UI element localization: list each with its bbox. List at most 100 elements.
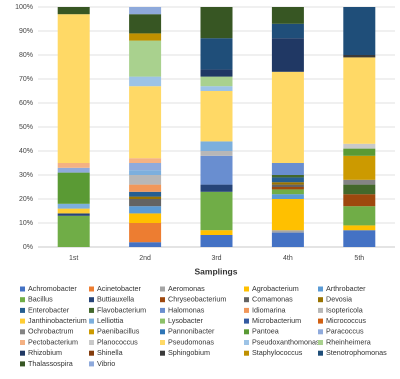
- legend-swatch: [244, 329, 249, 335]
- legend-swatch: [160, 340, 165, 345]
- legend-swatch: [20, 286, 25, 292]
- legend-label: Microbacterium: [252, 316, 301, 325]
- legend-label: Vibrio: [97, 359, 115, 368]
- bar-segment: [200, 38, 233, 70]
- legend-swatch: [89, 307, 94, 313]
- legend-label: Lelliottia: [97, 316, 123, 325]
- bar-segment: [271, 232, 304, 247]
- bar-segment: [57, 163, 90, 168]
- legend-swatch: [20, 297, 25, 303]
- legend-swatch: [318, 286, 323, 292]
- bar-segment: [200, 86, 233, 91]
- bar-segment: [57, 7, 90, 15]
- legend-label: Janthinobacterium: [28, 316, 87, 325]
- legend-swatch: [244, 350, 249, 356]
- y-tick-label: 100%: [15, 4, 33, 11]
- bar-segment: [200, 235, 233, 247]
- bar-segment: [343, 55, 376, 58]
- bar-segment: [271, 189, 304, 195]
- legend-label: Rhizobium: [28, 348, 62, 357]
- bar-segment: [57, 167, 90, 173]
- legend-label: Staphylococcus: [252, 348, 303, 357]
- legend-swatch: [318, 329, 323, 335]
- legend-swatch: [89, 297, 94, 303]
- bar-segment: [271, 187, 304, 190]
- legend-swatch: [89, 361, 94, 367]
- legend-swatch: [89, 286, 94, 292]
- legend-swatch: [89, 318, 94, 324]
- bar-segment: [271, 182, 304, 185]
- legend-label: Chryseobacterium: [168, 295, 226, 304]
- legend-label: Pectobacterium: [28, 337, 78, 346]
- bar-segment: [271, 184, 304, 187]
- bar-segment: [343, 225, 376, 231]
- bar-segment: [271, 23, 304, 39]
- x-tick-label: 1st: [69, 255, 78, 262]
- legend-label: Idiomarina: [252, 305, 286, 314]
- bar-segment: [129, 175, 162, 185]
- legend-label: Flavobacterium: [97, 305, 146, 314]
- legend-label: Devosia: [326, 295, 352, 304]
- bar-segment: [200, 7, 233, 39]
- bar-segment: [57, 203, 90, 209]
- legend-label: Ochrobactrum: [28, 327, 74, 336]
- bar-segment: [129, 196, 162, 199]
- legend-swatch: [20, 329, 25, 335]
- bar-segment: [343, 155, 376, 180]
- legend-label: Achromobacter: [28, 284, 77, 293]
- bar-segment: [129, 191, 162, 197]
- bar-segment: [200, 141, 233, 151]
- legend-label: Bacillus: [28, 295, 53, 304]
- legend-swatch: [318, 307, 323, 313]
- bar-segment: [129, 242, 162, 247]
- legend-label: Pseudomonas: [168, 337, 214, 346]
- y-tick-label: 80%: [19, 52, 33, 59]
- legend-swatch: [244, 307, 249, 313]
- legend-swatch: [244, 286, 249, 292]
- bar-segment: [343, 230, 376, 247]
- y-tick-label: 60%: [19, 100, 33, 107]
- legend-swatch: [160, 286, 165, 292]
- legend-swatch: [20, 350, 25, 356]
- legend-swatch: [244, 297, 249, 303]
- bar-segment: [129, 76, 162, 87]
- bar-segment: [271, 230, 304, 233]
- y-tick-label: 50%: [19, 124, 33, 131]
- legend-swatch: [20, 307, 25, 313]
- legend-label: Agrobacterium: [252, 284, 299, 293]
- x-tick-label: 3rd: [211, 255, 221, 262]
- bar-segment: [200, 184, 233, 192]
- legend-label: Thalassospira: [28, 359, 73, 368]
- bar-segment: [271, 177, 304, 183]
- y-tick-label: 90%: [19, 28, 33, 35]
- legend-swatch: [160, 318, 165, 324]
- legend-swatch: [89, 329, 94, 335]
- bar-segment: [343, 184, 376, 195]
- bar-segment: [129, 206, 162, 214]
- legend-swatch: [20, 318, 25, 324]
- legend-label: Stenotrophomonas: [326, 348, 387, 357]
- legend-swatch: [20, 361, 25, 367]
- bar-segment: [271, 175, 304, 178]
- bar-segment: [129, 223, 162, 243]
- legend-label: Buttiauxella: [97, 295, 134, 304]
- legend-label: Aeromonas: [168, 284, 205, 293]
- bar-segment: [200, 151, 233, 156]
- bar-segment: [57, 215, 90, 247]
- x-tick-label: 5th: [354, 255, 364, 262]
- bar-segment: [129, 14, 162, 34]
- bar-segment: [129, 7, 162, 15]
- legend-label: Lysobacter: [168, 316, 203, 325]
- bar-segment: [343, 148, 376, 156]
- legend-label: Arthrobacter: [326, 284, 366, 293]
- bar-segment: [343, 179, 376, 185]
- legend-label: Rheinheimera: [326, 337, 371, 346]
- y-tick-label: 20%: [19, 196, 33, 203]
- bar-segment: [129, 33, 162, 41]
- bar-segment: [200, 155, 233, 185]
- bar-segment: [200, 69, 233, 77]
- x-tick-label: 2nd: [139, 255, 151, 262]
- bar-segment: [129, 199, 162, 207]
- y-tick-label: 70%: [19, 76, 33, 83]
- legend-swatch: [318, 297, 323, 303]
